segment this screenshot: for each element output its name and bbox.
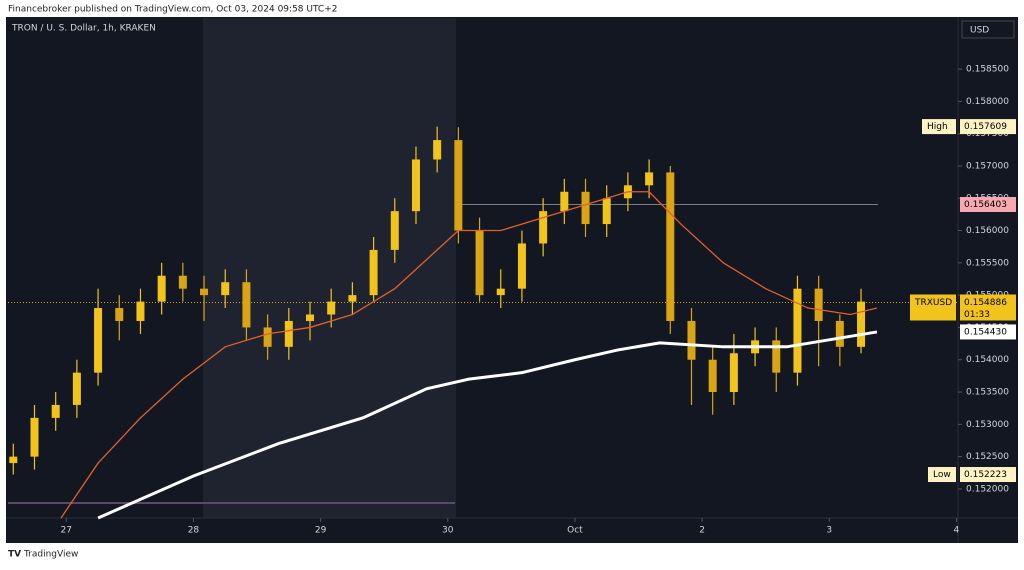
candle-body — [327, 301, 336, 315]
candle-body — [72, 372, 81, 405]
candle-body — [115, 308, 124, 321]
y-tick-label: 0.152500 — [966, 452, 1009, 462]
candle-body — [9, 456, 18, 464]
tag-title: High — [927, 122, 948, 132]
y-tick-label: 0.153500 — [966, 388, 1009, 398]
price-tag-label: 0.154886 — [964, 298, 1007, 308]
candle-body — [178, 275, 187, 289]
candle-body — [30, 417, 39, 457]
price-tag — [960, 119, 1016, 135]
symbol: TRON / U. S. Dollar, 1h, KRAKEN — [11, 24, 156, 34]
candle-body — [242, 282, 251, 328]
currency-box — [961, 20, 1015, 39]
x-tick-label: 28 — [188, 526, 200, 536]
price-tag-label: 0.154430 — [964, 327, 1007, 337]
tag-title-box — [922, 119, 956, 135]
y-tick-label: 0.152000 — [966, 484, 1009, 494]
logo: TV — [8, 550, 21, 560]
x-tick-label: 4 — [954, 526, 960, 536]
candle-body — [729, 353, 738, 393]
x-tick-label: Oct — [567, 526, 583, 536]
candle-body — [411, 159, 420, 212]
publisher: Financebroker published on TradingView.c… — [8, 5, 337, 15]
tag-title: Low — [933, 470, 951, 480]
chart-bg — [6, 17, 1018, 543]
candle-body — [793, 288, 802, 373]
price-tag-label: 0.157609 — [964, 122, 1007, 132]
candle-body — [94, 308, 103, 373]
y-tick-label: 0.155500 — [966, 258, 1009, 268]
candle-body — [157, 275, 166, 302]
candle-body — [517, 243, 526, 289]
candle-body — [433, 140, 442, 160]
candle-body — [539, 211, 548, 244]
candle-body — [666, 172, 675, 321]
y-tick-label: 0.154000 — [966, 355, 1009, 365]
price-tag — [960, 294, 1016, 321]
tag-title-box — [910, 294, 956, 321]
candle-body — [772, 340, 781, 373]
candle-body — [475, 230, 484, 296]
y-tick-label: 0.158500 — [966, 65, 1009, 75]
candle-body — [200, 288, 209, 296]
price-tag — [960, 324, 1016, 340]
tag-title-box — [928, 467, 956, 483]
moving-average — [60, 191, 878, 519]
candle-body — [284, 320, 293, 347]
moving-average — [97, 330, 878, 520]
x-tick-label: 27 — [61, 526, 72, 536]
tag-title: TRXUSD — [914, 298, 952, 308]
price-tag — [960, 196, 1016, 212]
candle-body — [221, 282, 230, 296]
candle-body — [390, 211, 399, 250]
candle-body — [708, 359, 717, 393]
countdown: 01:33 — [964, 310, 990, 320]
x-tick-label: 29 — [315, 526, 327, 536]
candle-body — [369, 249, 378, 296]
price-tag — [960, 467, 1016, 483]
price-tag-label: 0.156403 — [964, 200, 1007, 210]
y-tick-label: 0.157500 — [966, 129, 1009, 139]
candle-body — [602, 198, 611, 225]
footer: TradingView — [23, 550, 78, 560]
currency: USD — [970, 26, 989, 36]
candle-body — [306, 314, 315, 321]
candle-body — [687, 320, 696, 360]
candle-body — [857, 301, 866, 347]
candle-body — [814, 288, 823, 321]
x-tick-label: 30 — [442, 526, 454, 536]
y-tick-label: 0.156000 — [966, 226, 1009, 236]
candle-body — [51, 404, 60, 418]
session-shade — [203, 18, 456, 518]
candle-body — [835, 320, 844, 347]
x-tick-label: 2 — [699, 526, 705, 536]
candle-body — [496, 288, 505, 296]
price-tag-label: 0.152223 — [964, 470, 1007, 480]
y-tick-label: 0.153000 — [966, 420, 1009, 430]
candle-body — [560, 191, 569, 212]
y-tick-label: 0.158000 — [966, 97, 1009, 107]
y-tick-label: 0.157000 — [966, 161, 1009, 171]
candle-body — [645, 172, 654, 186]
candle-body — [263, 327, 272, 347]
candle-body — [136, 301, 145, 321]
candle-body — [454, 140, 463, 231]
candle-body — [348, 295, 357, 302]
candle-body — [581, 191, 590, 225]
x-tick-label: 3 — [826, 526, 832, 536]
